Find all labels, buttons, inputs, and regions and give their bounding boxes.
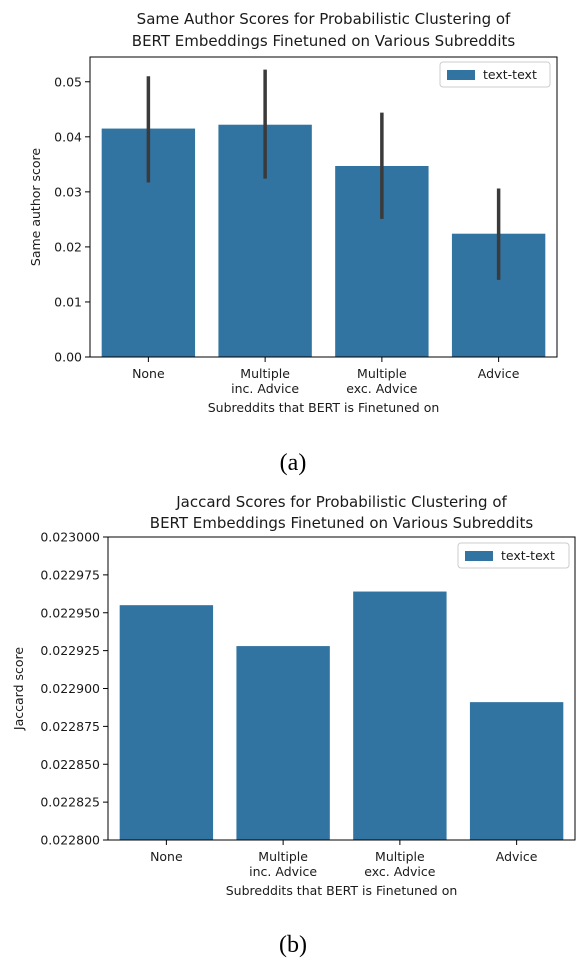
legend-box bbox=[439, 61, 551, 88]
y-tick-label: 0.022850 bbox=[40, 757, 100, 772]
legend-swatch bbox=[447, 70, 475, 80]
y-tick-label: 0.022900 bbox=[40, 681, 100, 696]
chart-title-line: Same Author Scores for Probabilistic Clu… bbox=[137, 10, 511, 28]
x-tick-label: Multiple bbox=[258, 849, 308, 864]
x-tick-label: inc. Advice bbox=[231, 381, 299, 396]
bar-1 bbox=[236, 646, 330, 840]
plot-frame bbox=[89, 56, 558, 358]
figure-caption: (b) bbox=[279, 932, 307, 958]
y-axis-label: Jaccard score bbox=[11, 647, 26, 731]
legend: text-text bbox=[457, 542, 570, 569]
y-tick-label: 0.022950 bbox=[40, 605, 100, 620]
y-tick-label: 0.04 bbox=[54, 129, 82, 144]
x-axis-label: Subreddits that BERT is Finetuned on bbox=[208, 400, 440, 415]
legend-label: text-text bbox=[501, 548, 555, 563]
x-tick-label: exc. Advice bbox=[364, 864, 435, 879]
y-tick-label: 0.023000 bbox=[40, 530, 100, 545]
x-tick-label: None bbox=[132, 366, 165, 381]
legend-box bbox=[457, 542, 570, 569]
x-tick-label: Multiple bbox=[240, 366, 290, 381]
y-tick-label: 0.02 bbox=[54, 239, 82, 254]
figure-caption: (a) bbox=[280, 450, 307, 476]
x-tick-label: Multiple bbox=[357, 366, 407, 381]
x-tick-label: Multiple bbox=[375, 849, 425, 864]
x-tick-label: inc. Advice bbox=[249, 864, 317, 879]
x-tick-label: Advice bbox=[478, 366, 520, 381]
chart-b: Jaccard Scores for Probabilistic Cluster… bbox=[11, 493, 576, 958]
x-tick-label: None bbox=[150, 849, 183, 864]
y-tick-label: 0.00 bbox=[54, 350, 82, 365]
bar-3 bbox=[469, 702, 564, 840]
y-axis-label: Same author score bbox=[28, 148, 43, 266]
chart-title-line: BERT Embeddings Finetuned on Various Sub… bbox=[150, 514, 534, 532]
x-tick-label: exc. Advice bbox=[346, 381, 417, 396]
chart-title-line: BERT Embeddings Finetuned on Various Sub… bbox=[132, 32, 516, 50]
y-tick-label: 0.022975 bbox=[40, 567, 100, 582]
chart-title-line: Jaccard Scores for Probabilistic Cluster… bbox=[175, 493, 507, 511]
y-tick-label: 0.022925 bbox=[40, 643, 100, 658]
legend: text-text bbox=[439, 61, 551, 88]
x-tick-label: Advice bbox=[496, 849, 538, 864]
y-tick-label: 0.01 bbox=[54, 294, 82, 309]
bar-0 bbox=[119, 605, 214, 840]
legend-swatch bbox=[465, 551, 493, 561]
bar-2 bbox=[353, 591, 447, 840]
y-tick-label: 0.022825 bbox=[40, 795, 100, 810]
y-tick-label: 0.05 bbox=[54, 74, 82, 89]
x-axis-label: Subreddits that BERT is Finetuned on bbox=[226, 883, 458, 898]
y-tick-label: 0.03 bbox=[54, 184, 82, 199]
chart-a: Same Author Scores for Probabilistic Clu… bbox=[28, 10, 558, 476]
y-tick-label: 0.022875 bbox=[40, 719, 100, 734]
legend-label: text-text bbox=[483, 67, 537, 82]
y-tick-label: 0.022800 bbox=[40, 833, 100, 848]
